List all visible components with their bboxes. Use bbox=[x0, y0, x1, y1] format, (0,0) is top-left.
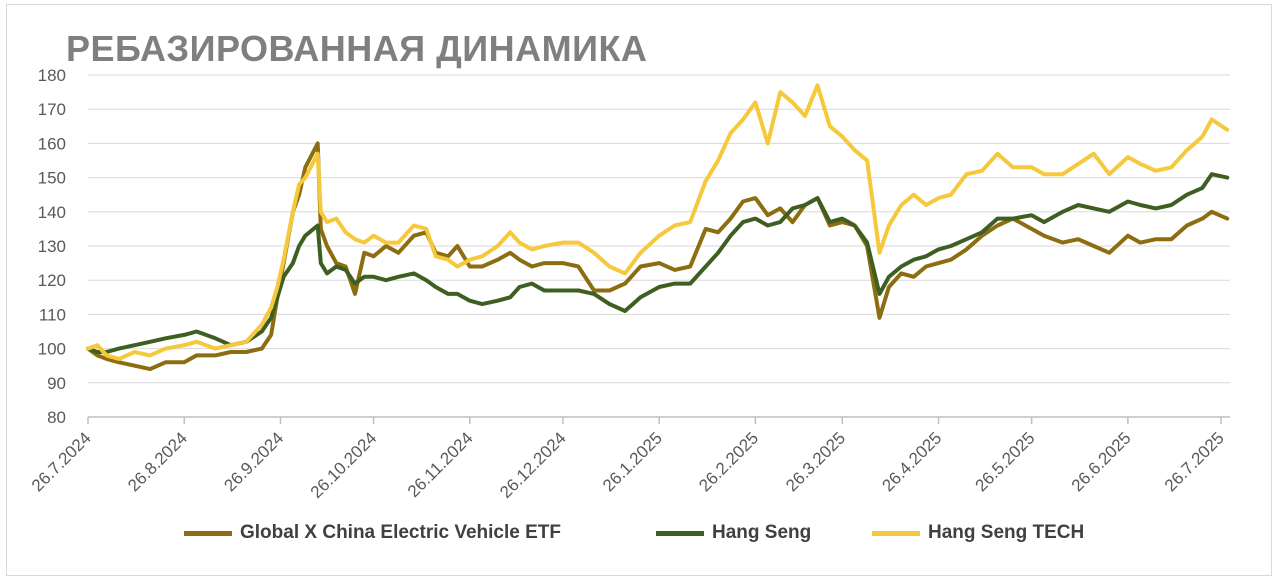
x-tick-label: 26.12.2024 bbox=[496, 428, 570, 502]
y-tick-label: 110 bbox=[39, 305, 66, 324]
x-tick-label: 26.3.2025 bbox=[782, 428, 849, 495]
y-tick-label: 140 bbox=[38, 203, 66, 222]
y-tick-label: 120 bbox=[38, 271, 66, 290]
x-tick-label: 26.5.2025 bbox=[972, 428, 1039, 495]
legend-item-hang-seng: Hang Seng bbox=[656, 522, 811, 544]
series-line-hang-seng bbox=[86, 172, 1230, 354]
x-tick-label: 26.6.2025 bbox=[1068, 428, 1135, 495]
y-tick-label: 80 bbox=[47, 408, 66, 427]
y-tick-label: 170 bbox=[38, 100, 66, 119]
x-tick-label: 26.7.2024 bbox=[28, 428, 95, 495]
x-tick-label: 26.2.2025 bbox=[695, 428, 762, 495]
x-tick-label: 26.4.2025 bbox=[878, 428, 945, 495]
legend-item-ev-etf: Global X China Electric Vehicle ETF bbox=[184, 522, 561, 544]
x-tick-label: 26.11.2024 bbox=[404, 428, 477, 501]
x-tick-label: 26.9.2024 bbox=[220, 428, 287, 495]
series-line-hang-seng-tech bbox=[86, 83, 1230, 361]
y-axis: 80 90 100 110 120 130 140 150 160 170 180 bbox=[38, 66, 66, 427]
series-lines bbox=[86, 83, 1230, 372]
legend-label-hang-seng: Hang Seng bbox=[712, 522, 812, 543]
y-tick-label: 100 bbox=[38, 340, 66, 359]
y-tick-label: 150 bbox=[38, 169, 66, 188]
y-tick-label: 90 bbox=[47, 374, 66, 393]
x-axis: 26.7.2024 26.8.2024 26.9.2024 26.10.2024 26.… bbox=[28, 416, 1230, 502]
legend-swatch-ev-etf bbox=[184, 530, 232, 536]
x-tick-label: 26.7.2025 bbox=[1161, 428, 1228, 495]
legend-item-hang-seng-tech: Hang Seng TECH bbox=[872, 522, 1084, 544]
y-tick-label: 160 bbox=[38, 134, 66, 153]
x-tick-label: 26.1.2025 bbox=[599, 428, 666, 495]
y-tick-label: 180 bbox=[38, 66, 66, 85]
chart-title: РЕБАЗИРОВАННАЯ ДИНАМИКА bbox=[66, 28, 648, 69]
chart-frame bbox=[6, 4, 1272, 576]
legend-label-ev-etf: Global X China Electric Vehicle ETF bbox=[240, 522, 561, 543]
grid-lines bbox=[88, 74, 1230, 384]
legend-swatch-hang-seng-tech bbox=[872, 530, 920, 536]
y-tick-label: 130 bbox=[38, 237, 66, 256]
x-tick-label: 26.8.2024 bbox=[124, 428, 191, 495]
legend-label-hang-seng-tech: Hang Seng TECH bbox=[928, 522, 1085, 543]
x-tick-label: 26.10.2024 bbox=[307, 428, 381, 502]
legend-swatch-hang-seng bbox=[656, 530, 704, 536]
legend: Global X China Electric Vehicle ETF Hang… bbox=[0, 522, 1280, 552]
